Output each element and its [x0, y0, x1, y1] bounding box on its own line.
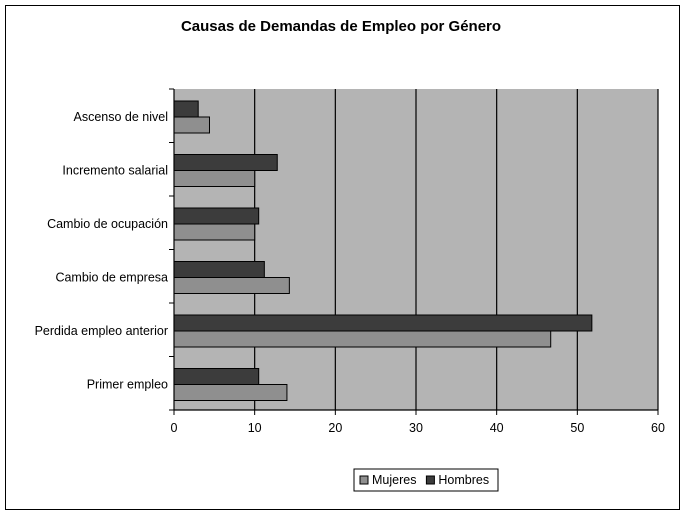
x-tick-label: 40: [490, 421, 504, 435]
bar-mujeres: [173, 223, 256, 241]
bar-hombres: [173, 207, 260, 225]
bar-mujeres: [173, 330, 552, 348]
bar-hombres: [173, 314, 593, 332]
bar-hombres: [173, 100, 199, 118]
bar-hombres: [173, 154, 278, 171]
legend-label-hombres: Hombres: [438, 473, 489, 487]
legend-label-mujeres: Mujeres: [372, 473, 416, 487]
bar-mujeres: [173, 277, 290, 294]
category-label: Primer empleo: [87, 378, 168, 392]
x-tick-label: 20: [328, 421, 342, 435]
legend-swatch-mujeres: [359, 475, 369, 485]
category-label: Incremento salarial: [62, 164, 168, 178]
legend: Mujeres Hombres: [353, 468, 499, 492]
bar-mujeres: [173, 116, 210, 134]
category-label: Ascenso de nivel: [73, 110, 168, 124]
plot-area: 0 10 20 30 40 50 60 Ascenso de nivel Incremento …: [35, 88, 665, 435]
x-tick-label: 10: [248, 421, 262, 435]
chart-title: Causas de Demandas de Empleo por Género: [181, 18, 501, 35]
bar-mujeres: [173, 170, 256, 187]
x-tick-label: 30: [409, 421, 423, 435]
x-tick-label: 0: [171, 421, 178, 435]
bar-hombres: [173, 261, 265, 278]
category-label: Cambio de ocupación: [47, 217, 168, 231]
category-label: Perdida empleo anterior: [35, 324, 168, 338]
legend-swatch-hombres: [425, 475, 435, 485]
x-tick-label: 60: [651, 421, 665, 435]
bar-hombres: [173, 368, 260, 385]
x-tick-label: 50: [570, 421, 584, 435]
category-label: Cambio de empresa: [55, 271, 168, 285]
bar-mujeres: [173, 384, 288, 401]
